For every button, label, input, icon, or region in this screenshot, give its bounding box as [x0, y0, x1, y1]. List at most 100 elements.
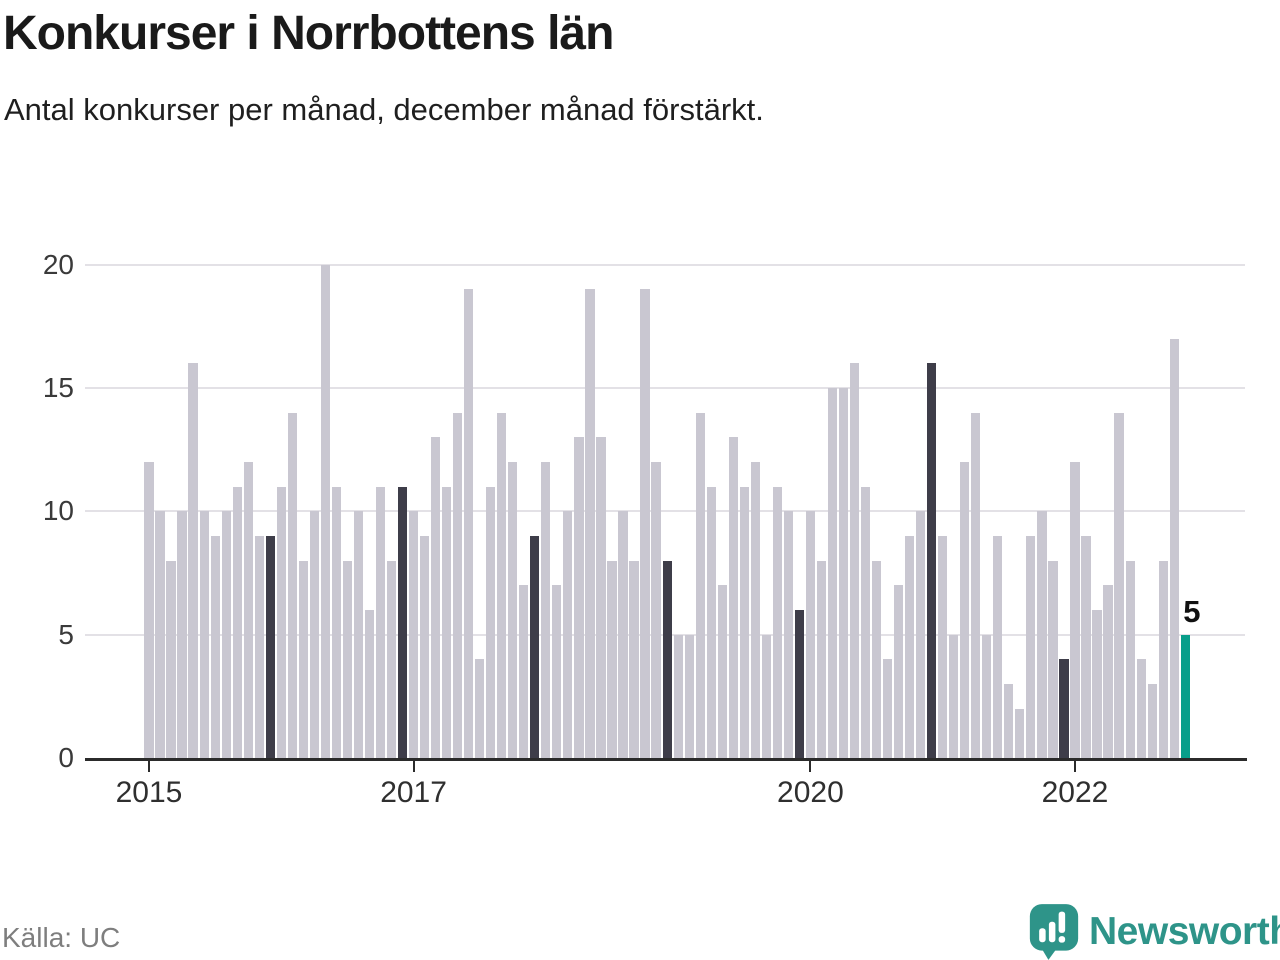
bar — [982, 634, 992, 758]
bar — [1125, 560, 1135, 758]
bar — [188, 363, 198, 758]
bar — [1169, 338, 1179, 758]
bar — [1147, 684, 1157, 758]
bar — [1103, 585, 1113, 758]
bar-december — [397, 486, 408, 758]
bar — [519, 585, 529, 758]
x-axis-tick — [148, 761, 150, 772]
bar — [960, 462, 970, 758]
bar — [464, 289, 474, 758]
bar — [497, 412, 507, 758]
bar — [177, 511, 187, 758]
x-axis-tick — [412, 761, 415, 772]
bar — [882, 659, 893, 758]
bar — [838, 388, 849, 758]
newsworthy-logo: Newsworthy — [1028, 902, 1280, 960]
gridline — [85, 510, 1245, 513]
bar — [386, 560, 397, 758]
bar — [1114, 412, 1124, 758]
bar — [894, 585, 904, 758]
bar — [155, 511, 165, 758]
bar — [166, 560, 176, 758]
bar — [442, 486, 452, 758]
bar — [596, 437, 606, 758]
bar — [331, 486, 341, 758]
bar — [320, 264, 330, 758]
bar — [938, 536, 948, 758]
bar — [871, 560, 882, 758]
newsworthy-logo-text: Newsworthy — [1089, 910, 1280, 953]
bar — [574, 437, 584, 758]
bar — [750, 462, 760, 758]
bar — [827, 388, 838, 758]
gridline — [85, 263, 1245, 266]
bar — [916, 511, 926, 758]
bar — [232, 486, 242, 758]
bar — [453, 412, 463, 758]
bar — [1026, 536, 1036, 758]
bar-latest-month — [1180, 634, 1190, 758]
bar — [1015, 708, 1025, 758]
bar — [419, 536, 430, 758]
source-label: Källa: UC — [2, 922, 121, 953]
bar — [342, 560, 353, 758]
y-axis-tick-label: 10 — [42, 495, 74, 527]
bar-december — [794, 610, 804, 758]
y-axis-tick-label: 15 — [42, 372, 74, 404]
bar — [287, 412, 297, 758]
chart-subtitle: Antal konkurser per månad, december måna… — [4, 92, 764, 127]
bar — [408, 511, 419, 758]
newsworthy-logo-icon — [1029, 904, 1079, 960]
bar — [860, 486, 871, 758]
bar — [905, 536, 915, 758]
bar — [585, 289, 595, 758]
bar — [375, 486, 386, 758]
bar — [221, 511, 231, 758]
bar — [739, 486, 749, 758]
bar — [761, 634, 771, 758]
bar — [640, 289, 650, 758]
bar — [629, 560, 639, 758]
bar-december — [530, 536, 540, 758]
bar — [816, 560, 827, 758]
bar — [971, 412, 981, 758]
bar — [993, 536, 1003, 758]
gridline — [85, 387, 1245, 390]
bar — [1048, 560, 1058, 758]
bar — [276, 486, 286, 758]
bar — [618, 511, 628, 758]
x-axis-tick — [1073, 761, 1076, 772]
bar — [1004, 684, 1014, 758]
latest-bar-value-label: 5 — [1183, 593, 1201, 629]
bar — [1092, 610, 1102, 758]
bar — [563, 511, 573, 758]
bar — [309, 511, 319, 758]
bar — [772, 486, 782, 758]
bar — [1158, 560, 1168, 758]
bar — [144, 462, 154, 758]
bar — [949, 634, 959, 758]
bar — [552, 585, 562, 758]
bar — [353, 511, 364, 758]
bar — [684, 634, 694, 758]
x-axis-year-label: 2017 — [380, 776, 447, 809]
y-axis-tick-label: 5 — [58, 618, 74, 650]
bar — [364, 610, 375, 758]
bar — [254, 536, 264, 758]
bar — [651, 462, 661, 758]
bar — [243, 462, 253, 758]
bar-december — [1059, 659, 1069, 758]
bar — [717, 585, 727, 758]
x-axis-year-label: 2022 — [1041, 776, 1109, 809]
bar — [1136, 659, 1146, 758]
bar-december — [927, 363, 937, 758]
bar — [706, 486, 716, 758]
y-axis-tick-label: 20 — [42, 248, 74, 280]
bar — [1081, 536, 1091, 758]
bar — [783, 511, 793, 758]
bar — [431, 437, 441, 758]
bar — [508, 462, 518, 758]
bar — [695, 412, 705, 758]
bar — [849, 363, 860, 758]
